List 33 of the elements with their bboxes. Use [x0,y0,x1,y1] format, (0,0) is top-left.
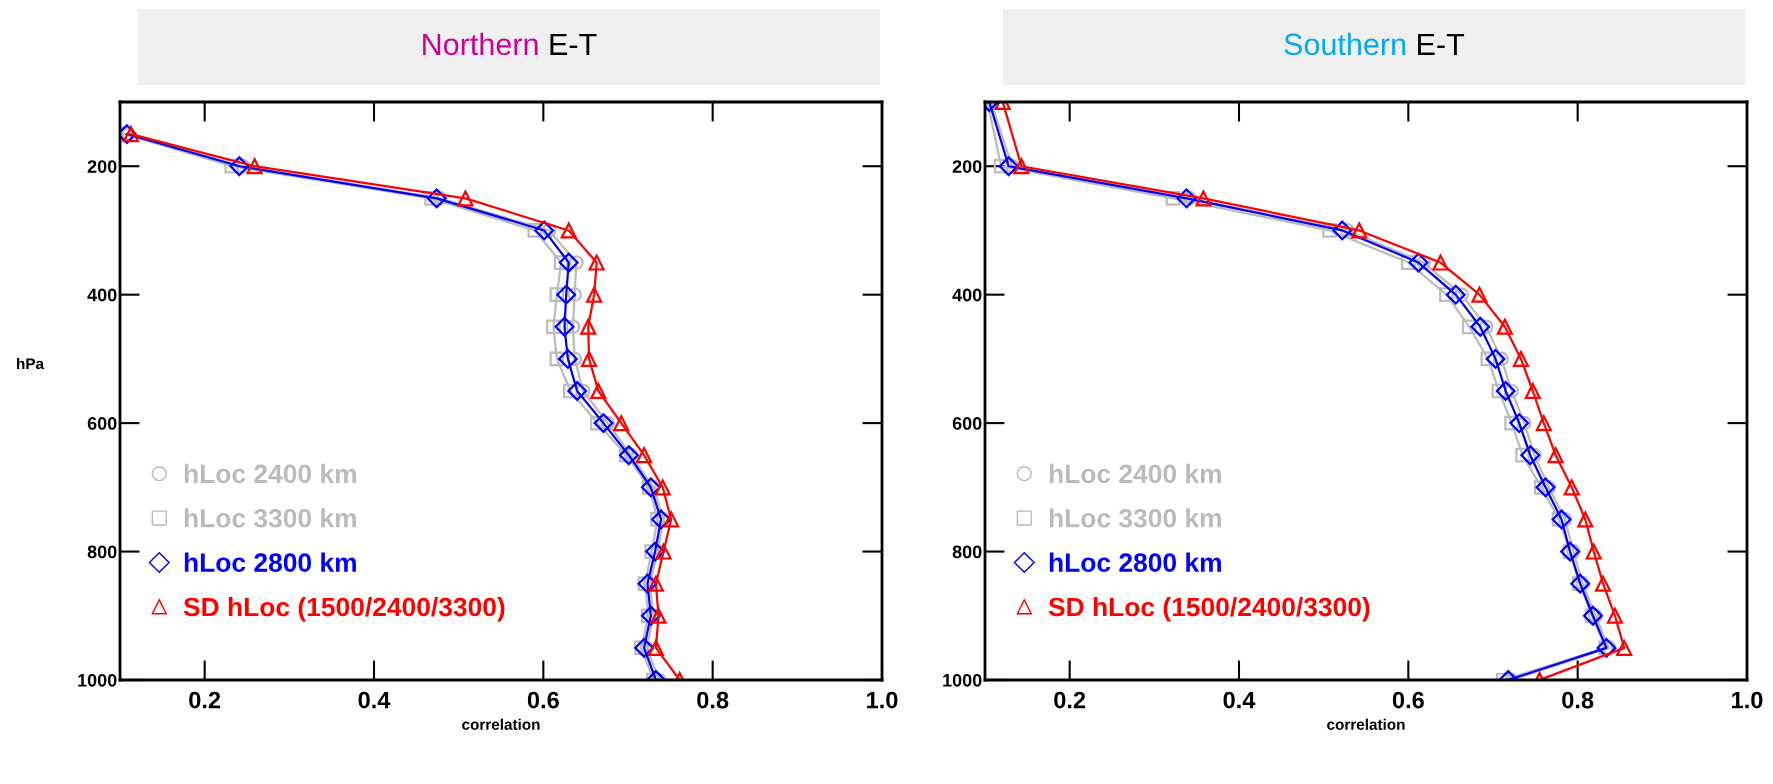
legend-label: hLoc 3300 km [1049,508,1221,528]
y-tick-label: 400 [87,288,117,302]
x-tick-label: 0.8 [1562,691,1594,709]
y-tick-label: 400 [952,288,982,302]
legend-label: hLoc 2800 km [184,552,356,572]
chart-title: Northern E-T [423,32,597,56]
legend-label: hLoc 2800 km [1049,552,1221,572]
y-tick-label: 200 [87,160,117,173]
x-axis-title: correlation [462,718,540,730]
x-tick-label: 0.2 [1054,691,1086,709]
y-axis-title: hPa [17,357,45,370]
x-tick-label: 0.2 [189,691,221,709]
y-tick-label: 1000 [943,673,982,687]
legend-label: SD hLoc (1500/2400/3300) [1048,596,1370,622]
legend-label: hLoc 2400 km [184,463,356,484]
y-tick-label: 800 [87,545,117,559]
x-tick-label: 0.8 [697,691,729,709]
x-tick-label: 0.4 [1223,691,1256,709]
y-tick-label: 200 [952,160,982,173]
y-tick-label: 600 [87,417,117,430]
legend-label: hLoc 2400 km [1049,463,1221,484]
legend-label: hLoc 3300 km [184,508,356,528]
y-tick-label: 1000 [78,673,117,687]
legend-label: SD hLoc (1500/2400/3300) [183,596,505,622]
x-tick-label: 0.4 [358,691,391,709]
x-tick-label: 0.6 [527,691,559,709]
x-axis-title: correlation [1327,718,1405,730]
y-tick-label: 600 [952,417,982,430]
chart-title: Southern E-T [1284,32,1465,56]
x-tick-label: 1.0 [1732,691,1763,709]
x-tick-label: 1.0 [867,691,898,709]
x-tick-label: 0.6 [1392,691,1424,709]
y-tick-label: 800 [952,545,982,559]
